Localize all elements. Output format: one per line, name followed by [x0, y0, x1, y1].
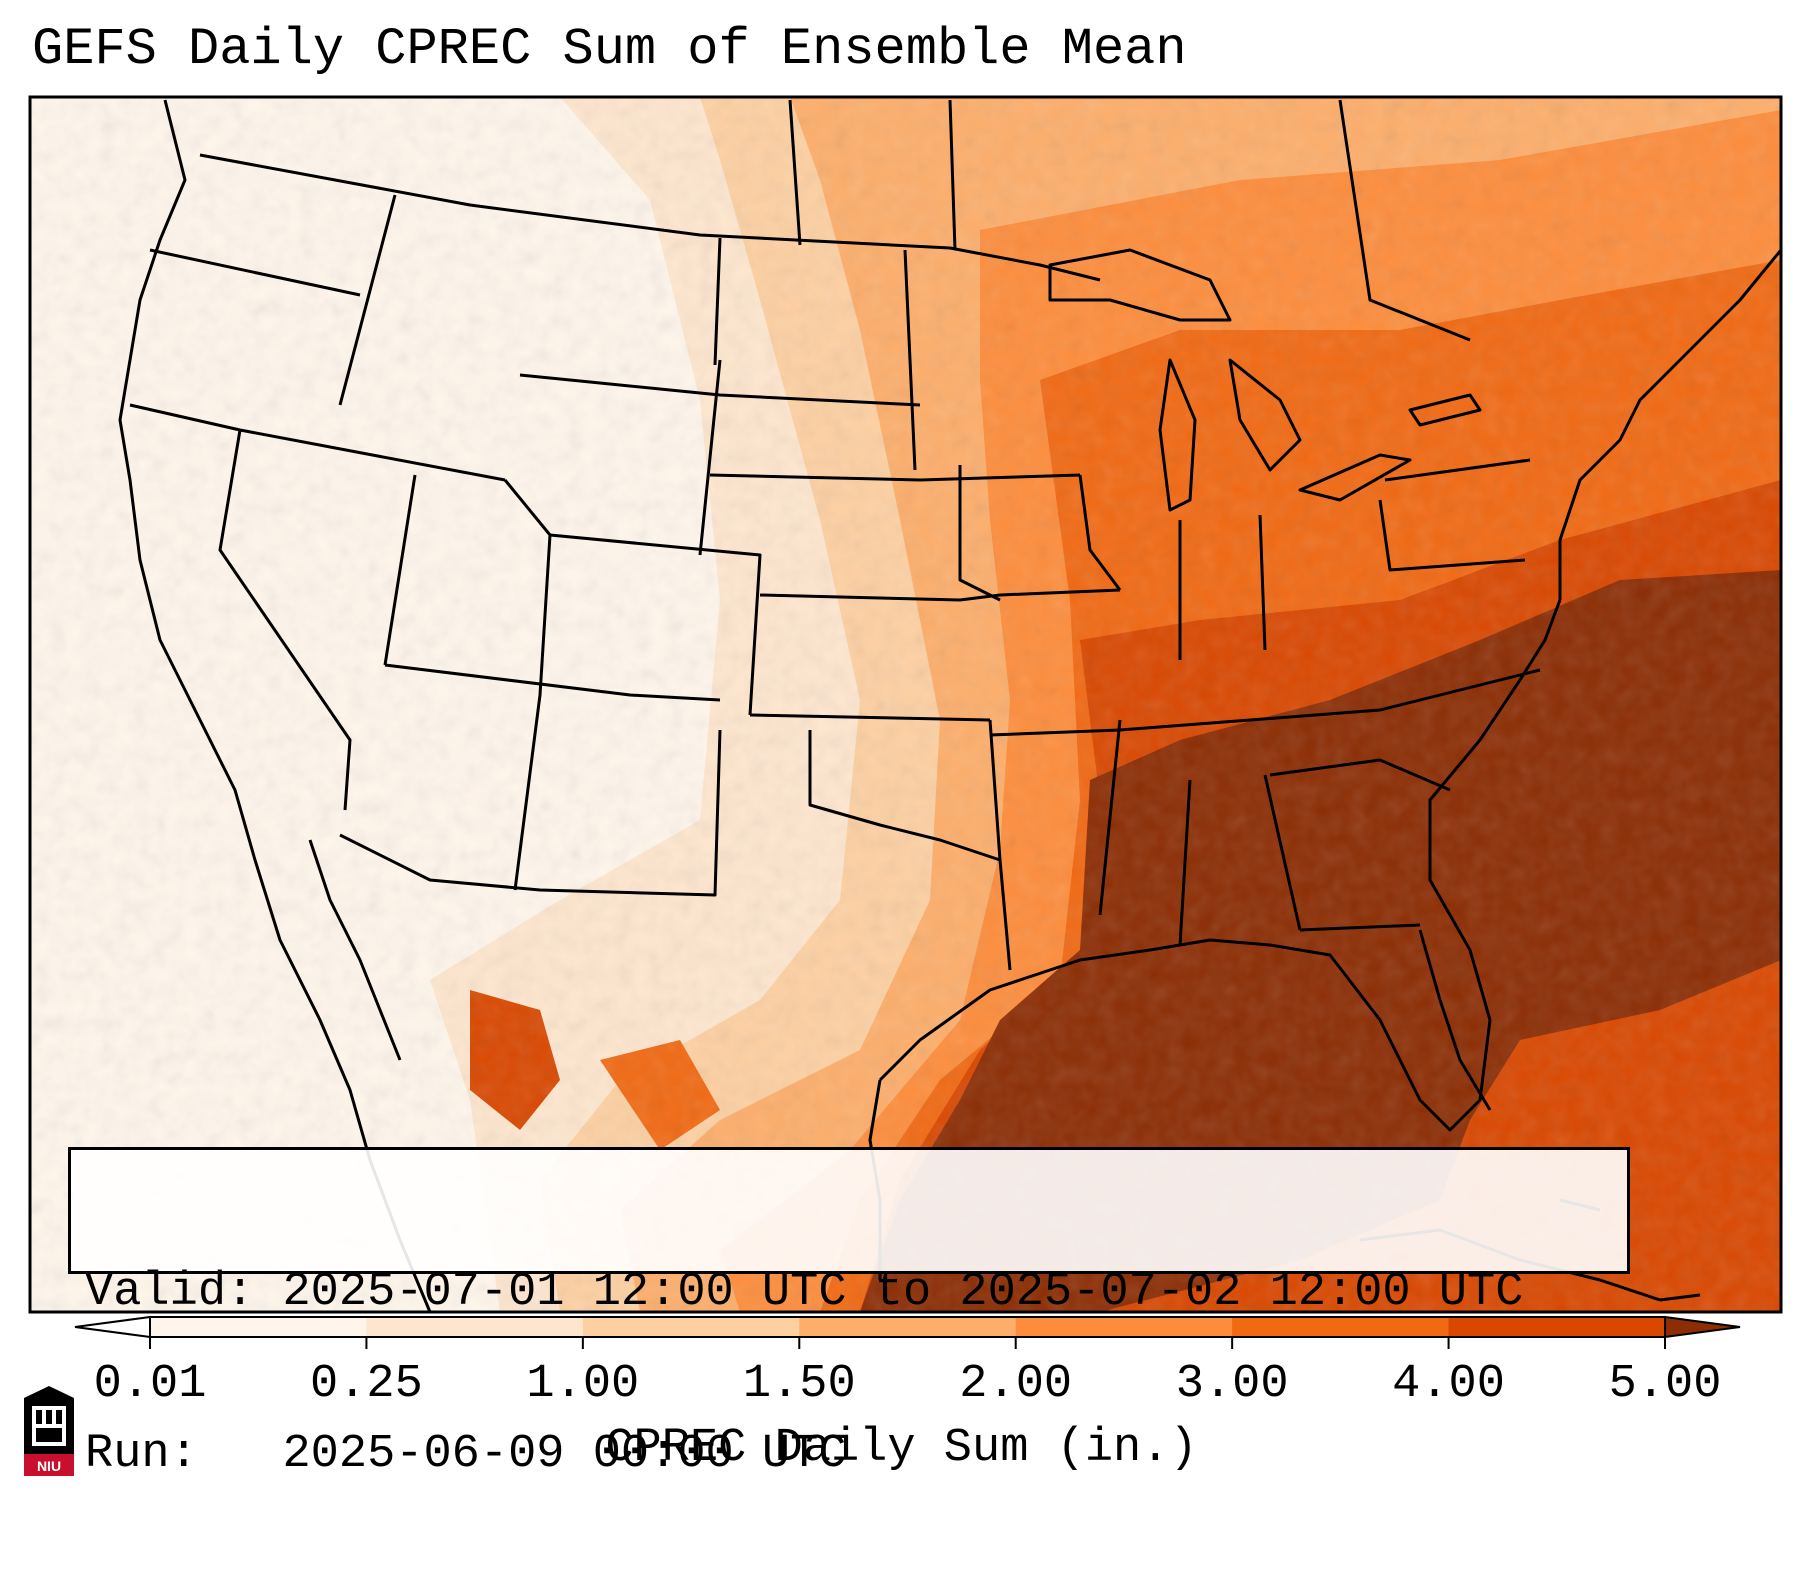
run-line: Run: 2025-06-09 00:00 UTC — [85, 1428, 1613, 1482]
figure: GEFS Daily CPREC Sum of Ensemble Mean — [24, 20, 1783, 1481]
colorbar-tick-label: 5.00 — [1608, 1358, 1722, 1411]
run-label: Run: — [85, 1428, 198, 1481]
colorbar-tick-label: 1.50 — [742, 1358, 856, 1411]
colorbar-bin — [1015, 1317, 1233, 1337]
map-frame — [28, 95, 1783, 1314]
validity-box: Valid: 2025-07-01 12:00 UTC to 2025-07-0… — [68, 1147, 1630, 1481]
colorbar-tick-label: 0.01 — [93, 1358, 207, 1411]
colorbar-tick-label: 0.25 — [310, 1358, 423, 1411]
colorbar-bin — [582, 1317, 800, 1337]
niu-logo-icon: NIU — [24, 1386, 74, 1476]
colorbar-outline — [149, 1316, 1666, 1338]
colorbar-tick-label: 2.00 — [959, 1358, 1073, 1411]
valid-line: Valid: 2025-07-01 12:00 UTC to 2025-07-0… — [85, 1266, 1613, 1320]
valid-value: 2025-07-01 12:00 UTC to 2025-07-02 12:00… — [282, 1266, 1524, 1319]
colorbar — [74, 1315, 1741, 1349]
colorbar-over-arrow — [1664, 1315, 1741, 1339]
colorbar-bin — [799, 1317, 1017, 1337]
valid-label: Valid: — [85, 1266, 255, 1319]
map-title: GEFS Daily CPREC Sum of Ensemble Mean — [32, 20, 1187, 79]
colorbar-label: CPREC Daily Sum (in.) — [605, 1422, 1198, 1475]
precip-map — [28, 95, 1783, 1349]
colorbar-bin — [366, 1317, 584, 1337]
colorbar-bin — [1232, 1317, 1450, 1337]
colorbar-tick-label: 4.00 — [1392, 1358, 1505, 1411]
colorbar-bin — [150, 1317, 367, 1337]
run-value: 2025-06-09 00:00 UTC — [282, 1428, 847, 1481]
colorbar-tick-label: 1.00 — [526, 1358, 640, 1411]
colorbar-bin — [1448, 1317, 1666, 1337]
colorbar-tick-label: 3.00 — [1175, 1358, 1289, 1411]
logo-text: NIU — [37, 1458, 61, 1474]
